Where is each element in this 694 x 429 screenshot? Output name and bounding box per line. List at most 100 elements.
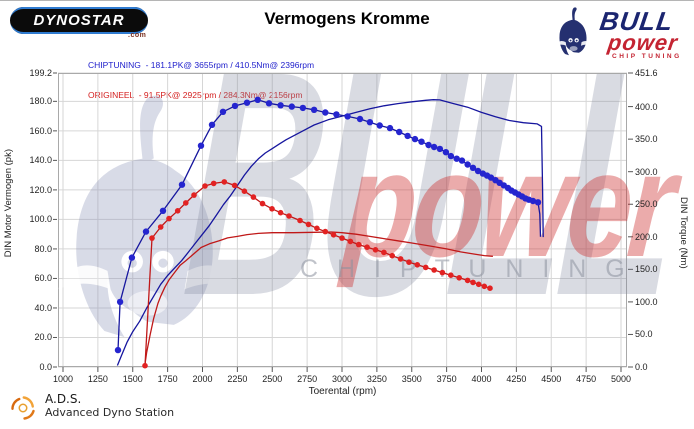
x-tick-label: 1000 — [52, 374, 74, 384]
series-origineel-koppel-nm-marker — [339, 235, 345, 241]
series-chiptuning-koppel-nm-marker — [474, 167, 482, 175]
series-chiptuning-koppel-nm-marker — [243, 99, 251, 106]
series-origineel-koppel-nm-marker — [277, 209, 284, 216]
series-origineel-koppel-nm-marker — [456, 275, 463, 281]
x-tick-label: 2500 — [262, 374, 283, 384]
series-origineel-koppel-nm-marker — [305, 221, 312, 228]
series-chiptuning-koppel-nm-marker — [322, 109, 329, 116]
y-left-tick-label: 140.0 — [29, 155, 52, 166]
y-right-tick-label: 350.0 — [635, 134, 658, 145]
series-origineel-vermogen-pk — [144, 231, 493, 365]
series-origineel-koppel-nm-marker — [330, 232, 337, 238]
series-chiptuning-koppel-nm-marker — [344, 113, 351, 120]
series-chiptuning-koppel-nm-marker — [288, 103, 295, 110]
series-chiptuning-koppel-nm-marker — [128, 254, 136, 261]
series-origineel-koppel-nm-marker — [347, 238, 354, 245]
ads-swirl-icon — [11, 396, 35, 420]
y-left-tick-label: 80.0 — [34, 243, 52, 254]
ads-abbr: A.D.S. — [45, 392, 82, 406]
x-tick-label: 1500 — [122, 374, 143, 384]
series-chiptuning-koppel-nm-marker — [464, 161, 471, 168]
series-chiptuning-koppel-nm-marker — [299, 104, 307, 112]
series-chiptuning-koppel-nm-marker — [356, 115, 364, 123]
series-chiptuning-koppel-nm-marker — [418, 138, 425, 145]
y-left-tick-label: 180.0 — [29, 96, 52, 107]
series-origineel-koppel-nm-marker — [157, 224, 164, 230]
series-origineel-koppel-nm-marker — [191, 192, 197, 198]
series-chiptuning-koppel-nm-marker — [396, 128, 403, 136]
x-tick-label: 1250 — [87, 374, 108, 384]
series-origineel-koppel-nm-marker — [406, 259, 412, 266]
series-chiptuning-koppel-nm-marker — [469, 164, 477, 171]
series-origineel-koppel-nm-marker — [448, 272, 454, 279]
ads-name: Advanced Dyno Station — [45, 406, 175, 419]
series-chiptuning-koppel-nm-marker — [534, 199, 542, 206]
series-origineel-koppel-nm-marker — [221, 179, 228, 185]
x-axis-title: Toerental (rpm) — [308, 386, 377, 397]
series-origineel-koppel-nm-marker — [397, 256, 404, 262]
x-tick-label: 3500 — [401, 374, 422, 384]
series-chiptuning-koppel-nm-marker — [277, 102, 284, 109]
y-right-tick-label: 300.0 — [635, 166, 658, 177]
bullpower-logo: BULL power CHIP TUNING — [548, 4, 690, 62]
series-chiptuning-koppel-nm-marker — [411, 135, 419, 143]
legend-chiptuning: CHIPTUNING - 181.1PK@ 3655rpm / 410.5Nm@… — [88, 60, 315, 70]
ads-footer: A.D.S. Advanced Dyno Station — [8, 393, 174, 423]
series-origineel-koppel-nm-marker — [286, 213, 292, 219]
series-origineel-koppel-nm-marker — [464, 277, 471, 284]
series-chiptuning-koppel-nm-marker — [436, 145, 444, 153]
series-origineel-koppel-nm-marker — [475, 281, 482, 288]
series-origineel-koppel-nm-marker — [355, 241, 362, 248]
series-chiptuning-vermogen-pk — [116, 99, 544, 366]
x-tick-label: 2000 — [192, 374, 213, 384]
x-tick-label: 4250 — [506, 374, 527, 384]
series-origineel-koppel-nm-marker — [297, 217, 303, 224]
series-chiptuning-koppel-nm-marker — [447, 152, 455, 160]
series-chiptuning-koppel-nm-marker — [159, 207, 167, 214]
series-chiptuning-koppel-nm-marker — [114, 346, 122, 354]
series-origineel-koppel-nm-marker — [174, 208, 181, 214]
x-tick-label: 3750 — [436, 374, 457, 384]
series-chiptuning-koppel-nm-marker — [178, 181, 186, 188]
series-origineel-koppel-nm-marker — [231, 182, 238, 189]
series-origineel-koppel-nm-marker — [481, 283, 488, 290]
series-origineel-koppel-nm-marker — [259, 200, 266, 207]
y-left-tick-label: 199.2 — [29, 68, 52, 78]
series-origineel-koppel-nm-marker — [381, 249, 387, 256]
page-title: Vermogens Kromme — [264, 9, 430, 28]
series-chiptuning-koppel-nm-marker — [376, 122, 383, 129]
x-tick-label: 4750 — [576, 374, 597, 384]
legend-origineel: ORIGINEEL - 91.5PK@ 2925rpm / 284.3Nm@ 2… — [88, 90, 303, 100]
chart-legend: CHIPTUNING - 181.1PK@ 3655rpm / 410.5Nm@… — [88, 40, 314, 120]
series-chiptuning-koppel-nm-marker — [404, 132, 411, 140]
dynostar-logo-text: DYNOSTAR — [33, 12, 125, 29]
series-chiptuning-koppel-nm-marker — [529, 197, 537, 205]
series-chiptuning-koppel-nm-marker — [310, 106, 318, 114]
y-axis-title-left: DIN Motor Vermogen (pk) — [3, 149, 14, 258]
series-chiptuning-koppel-nm-marker — [430, 143, 438, 151]
y-right-tick-label: 50.0 — [635, 329, 653, 340]
series-chiptuning-koppel-nm-marker — [425, 141, 432, 149]
dynostar-logo-suffix: .com — [128, 32, 147, 39]
y-left-tick-label: 40.0 — [34, 302, 52, 313]
series-chiptuning-koppel-nm-marker — [453, 155, 460, 162]
x-tick-label: 3250 — [366, 374, 387, 384]
series-chiptuning-koppel-nm-marker — [366, 119, 374, 126]
y-left-tick-label: 120.0 — [29, 184, 52, 195]
x-tick-label: 4500 — [541, 374, 562, 384]
x-tick-label: 3000 — [331, 374, 353, 384]
series-origineel-koppel-nm-marker — [372, 247, 379, 253]
series-origineel-koppel-nm-marker — [439, 269, 446, 276]
y-right-tick-label: 250.0 — [635, 199, 658, 210]
series-chiptuning-koppel-nm-marker — [386, 124, 394, 132]
series-origineel-koppel-nm-marker — [149, 235, 155, 241]
y-right-tick-label: 0.0 — [635, 362, 648, 372]
series-origineel-koppel-nm-marker — [142, 362, 148, 369]
y-left-tick-label: 0.0 — [39, 362, 52, 372]
series-origineel-koppel-nm-marker — [487, 285, 493, 292]
series-chiptuning-koppel-nm-marker — [458, 157, 466, 164]
series-chiptuning-koppel-nm-marker — [231, 102, 239, 110]
